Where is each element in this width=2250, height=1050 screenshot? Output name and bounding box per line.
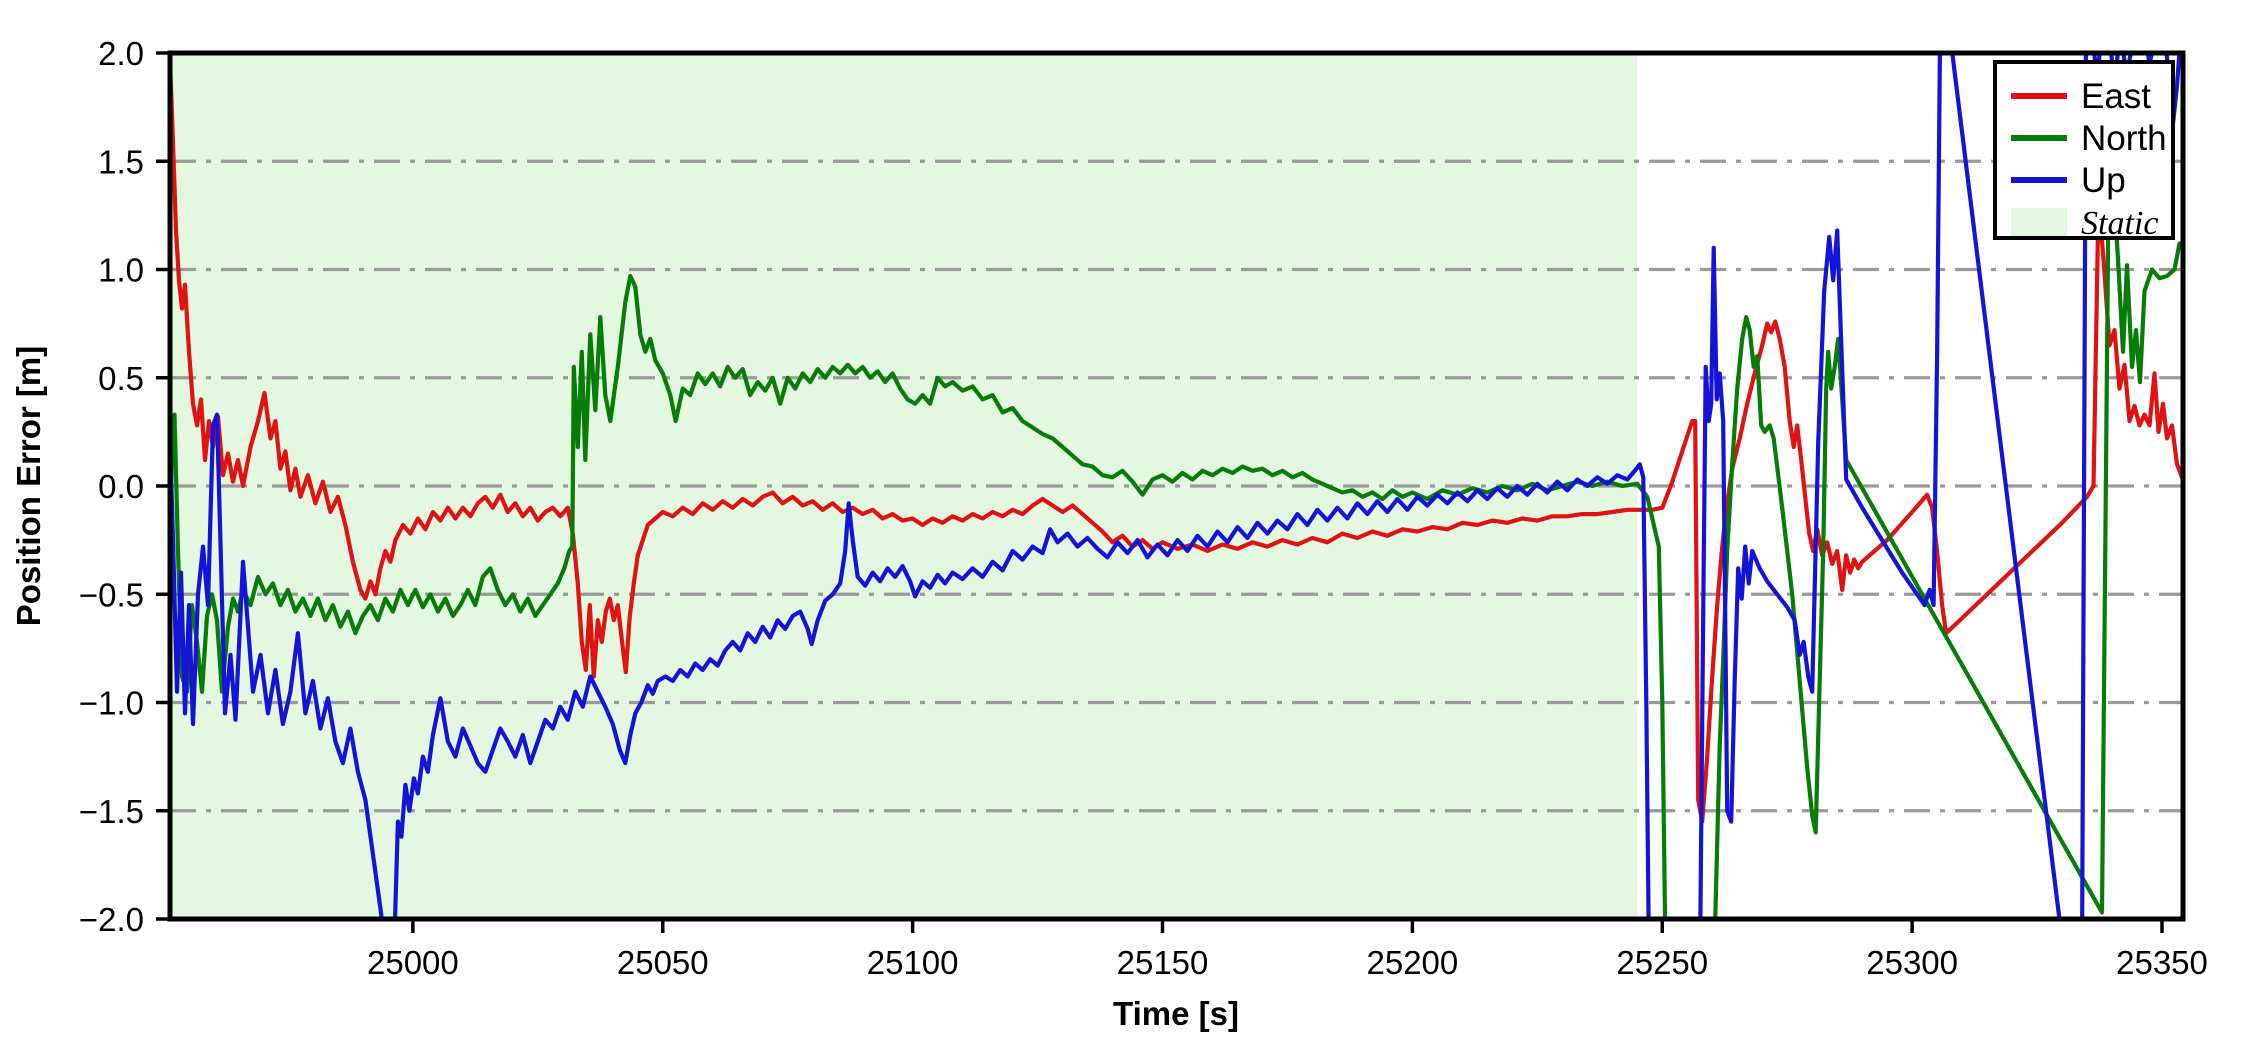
y-tick-label: −2.0 bbox=[79, 901, 144, 938]
y-tick-label: 1.5 bbox=[98, 143, 144, 180]
y-tick-label: 1.0 bbox=[98, 252, 144, 289]
north-line bbox=[170, 137, 2182, 919]
gridlines bbox=[170, 159, 2183, 813]
y-axis-label: Position Error [m] bbox=[10, 346, 47, 627]
x-tick-label: 25300 bbox=[1866, 944, 1958, 981]
x-tick-label: 25200 bbox=[1367, 944, 1459, 981]
y-tick-label: 0.0 bbox=[98, 468, 144, 505]
x-tick-labels: 25000 25050 25100 25150 25200 25250 25300 25350 bbox=[367, 944, 2208, 981]
legend-east-label: East bbox=[2081, 77, 2151, 116]
legend-static-label: Static bbox=[2081, 205, 2158, 242]
y-tick-label: −1.0 bbox=[79, 685, 144, 722]
y-tick-label: −0.5 bbox=[79, 576, 144, 613]
x-tick-label: 25350 bbox=[2116, 944, 2208, 981]
east-line bbox=[170, 53, 2183, 824]
x-axis-label: Time [s] bbox=[1113, 995, 1239, 1032]
y-tick-label: 0.5 bbox=[98, 360, 144, 397]
axis-ticks bbox=[156, 51, 2164, 933]
legend-north-label: North bbox=[2081, 119, 2167, 158]
x-tick-label: 25050 bbox=[617, 944, 709, 981]
x-tick-label: 25000 bbox=[367, 944, 459, 981]
y-tick-label: −1.5 bbox=[79, 793, 144, 830]
series-lines bbox=[170, 53, 2183, 919]
y-tick-labels: 2.0 1.5 1.0 0.5 0.0 −0.5 −1.0 −1.5 −2.0 bbox=[79, 35, 144, 938]
x-tick-label: 25250 bbox=[1616, 944, 1708, 981]
up-line bbox=[170, 53, 2182, 919]
x-tick-label: 25150 bbox=[1117, 944, 1209, 981]
x-tick-label: 25100 bbox=[867, 944, 959, 981]
y-tick-label: 2.0 bbox=[98, 35, 144, 72]
legend-static-swatch bbox=[2011, 208, 2067, 236]
legend-up-label: Up bbox=[2081, 161, 2126, 200]
